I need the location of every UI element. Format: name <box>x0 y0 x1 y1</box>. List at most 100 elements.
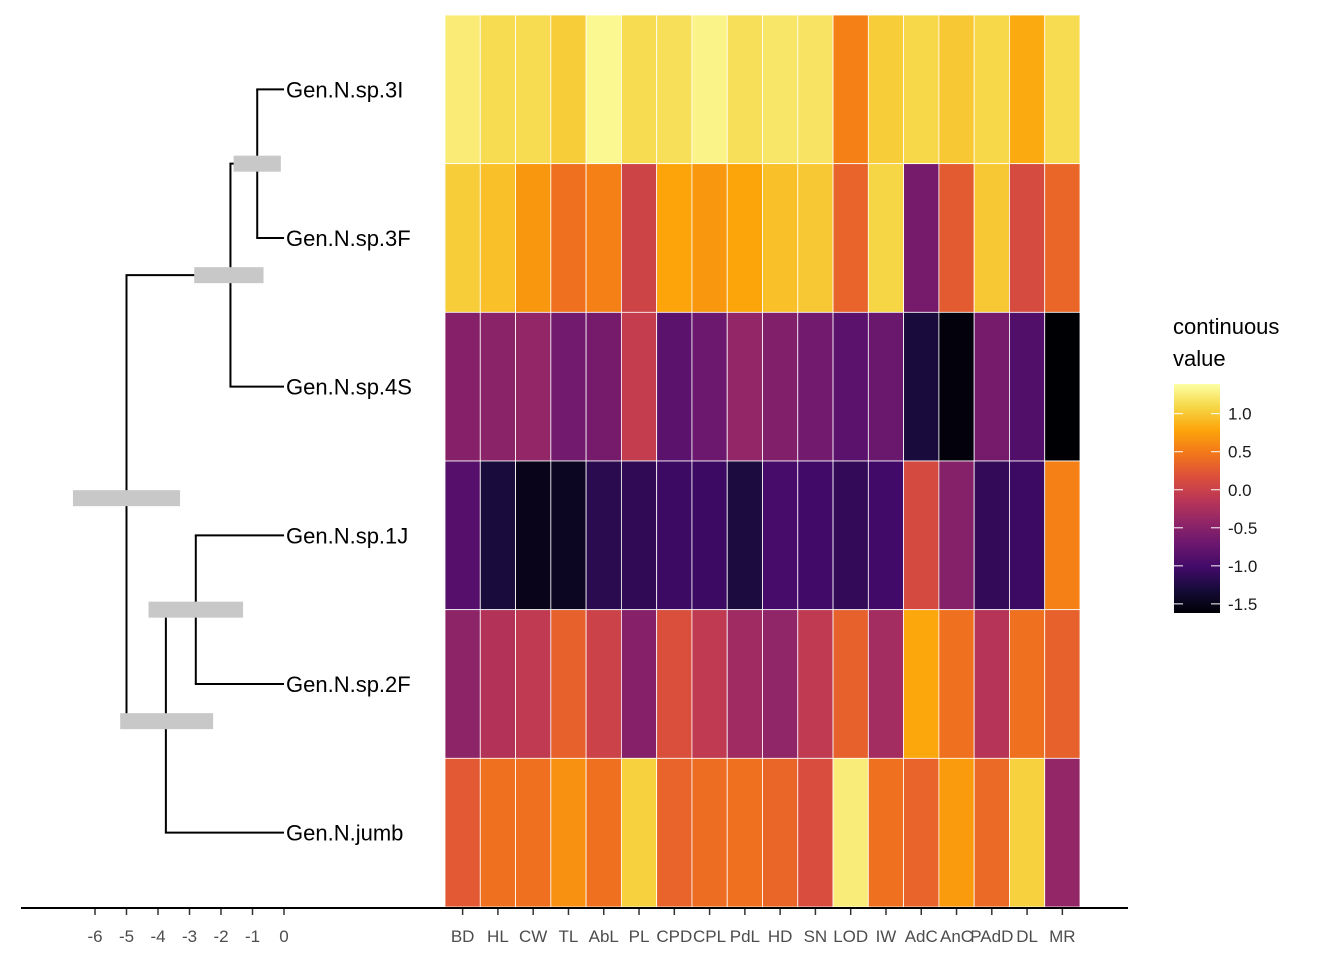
heatmap-cell <box>1009 163 1046 313</box>
heatmap-cell <box>444 460 481 611</box>
column-label: PdL <box>730 927 760 946</box>
heatmap-cell <box>867 14 905 165</box>
heatmap-cell <box>1009 609 1046 759</box>
tree-axis-tick-label: -4 <box>150 927 165 946</box>
tip-labels: Gen.N.sp.3I Gen.N.sp.3F Gen.N.sp.4S Gen.N.s… <box>286 77 412 845</box>
tip-label: Gen.N.sp.1J <box>286 523 408 548</box>
heatmap-cell <box>797 163 834 313</box>
heatmap-cell <box>867 311 905 462</box>
column-label: BD <box>451 927 475 946</box>
column-label: SN <box>804 927 828 946</box>
column-label: HL <box>487 927 509 946</box>
heatmap-cell <box>867 163 905 313</box>
heatmap-cell <box>973 460 1010 611</box>
node-interval-bar <box>148 601 244 618</box>
heatmap-cell <box>444 14 481 165</box>
tip-label: Gen.N.sp.4S <box>286 375 412 400</box>
heatmap-cell <box>1044 14 1081 165</box>
tree-axis-tick-label: -3 <box>182 927 197 946</box>
tip-label: Gen.N.jumb <box>286 821 403 846</box>
heatmap-cell <box>691 14 728 165</box>
heatmap-cell <box>903 460 940 611</box>
heatmap-cell <box>550 757 587 908</box>
heatmap-cell <box>762 460 799 611</box>
heatmap-cell <box>903 163 940 313</box>
heatmap-cell <box>515 163 552 313</box>
heatmap-cell <box>1044 757 1081 908</box>
tree-axis-tick-label: -5 <box>119 927 134 946</box>
heatmap-cell <box>479 460 516 611</box>
heatmap-cell <box>515 14 552 165</box>
heatmap-cell <box>444 609 481 759</box>
tree-axis-tick-label: 0 <box>279 927 288 946</box>
column-label: HD <box>768 927 793 946</box>
heatmap-cell <box>973 609 1010 759</box>
column-label: TL <box>559 927 579 946</box>
heatmap-cell <box>973 311 1010 462</box>
heatmap-cell <box>903 311 940 462</box>
column-label: DL <box>1016 927 1038 946</box>
column-label: PAdD <box>970 927 1013 946</box>
heatmap <box>444 14 1081 908</box>
heatmap-cell <box>1009 14 1046 165</box>
heatmap-cell <box>691 311 728 462</box>
heatmap-cell <box>1009 757 1046 908</box>
legend-tick-label: -1.5 <box>1228 595 1257 614</box>
heatmap-cell <box>726 460 763 611</box>
heatmap-cell <box>762 163 799 313</box>
heatmap-cell <box>1009 460 1046 611</box>
heatmap-cell <box>620 460 658 611</box>
heatmap-cell <box>585 757 622 908</box>
legend-title-line-1: continuous <box>1173 314 1279 339</box>
heatmap-cell <box>515 757 552 908</box>
heatmap-cell <box>762 609 799 759</box>
heatmap-cell <box>938 460 975 611</box>
heatmap-cell <box>832 460 869 611</box>
heatmap-cell <box>444 163 481 313</box>
heatmap-cell <box>656 460 693 611</box>
heatmap-cell <box>479 757 516 908</box>
heatmap-cell <box>867 460 905 611</box>
column-label: IW <box>876 927 897 946</box>
heatmap-cell <box>762 757 799 908</box>
column-label: AbL <box>589 927 619 946</box>
column-label: CW <box>519 927 547 946</box>
tip-label: Gen.N.sp.2F <box>286 672 411 697</box>
legend-tick-label: -1.0 <box>1228 557 1257 576</box>
heatmap-cell <box>1044 460 1081 611</box>
heatmap-cell <box>620 609 658 759</box>
tip-label: Gen.N.sp.3I <box>286 77 403 102</box>
tip-label: Gen.N.sp.3F <box>286 226 411 251</box>
heatmap-cell <box>938 757 975 908</box>
column-label: CPD <box>656 927 692 946</box>
heatmap-cell <box>938 163 975 313</box>
heatmap-cell <box>832 163 869 313</box>
heatmap-cell <box>656 609 693 759</box>
heatmap-cell <box>938 14 975 165</box>
heatmap-cell <box>867 609 905 759</box>
heatmap-cell <box>797 460 834 611</box>
node-interval-bars <box>72 155 281 730</box>
tree-axis-tick-label: -2 <box>213 927 228 946</box>
heatmap-cell <box>726 609 763 759</box>
legend-tick-label: 0.0 <box>1228 481 1252 500</box>
heatmap-cell <box>585 609 622 759</box>
heatmap-cell <box>550 609 587 759</box>
heatmap-cell <box>797 757 834 908</box>
legend-tick-label: 0.5 <box>1228 443 1252 462</box>
heatmap-cell <box>797 609 834 759</box>
column-label: MR <box>1049 927 1075 946</box>
heatmap-cell <box>656 311 693 462</box>
heatmap-cell <box>903 757 940 908</box>
heatmap-cell <box>515 311 552 462</box>
heatmap-cell <box>620 14 658 165</box>
heatmap-cell <box>550 14 587 165</box>
legend-colorbar <box>1174 384 1220 613</box>
heatmap-cell <box>903 14 940 165</box>
heatmap-cell <box>832 311 869 462</box>
heatmap-cell <box>585 163 622 313</box>
heatmap-cell <box>1044 163 1081 313</box>
legend-title-line-2: value <box>1173 346 1226 371</box>
heatmap-cell <box>479 609 516 759</box>
